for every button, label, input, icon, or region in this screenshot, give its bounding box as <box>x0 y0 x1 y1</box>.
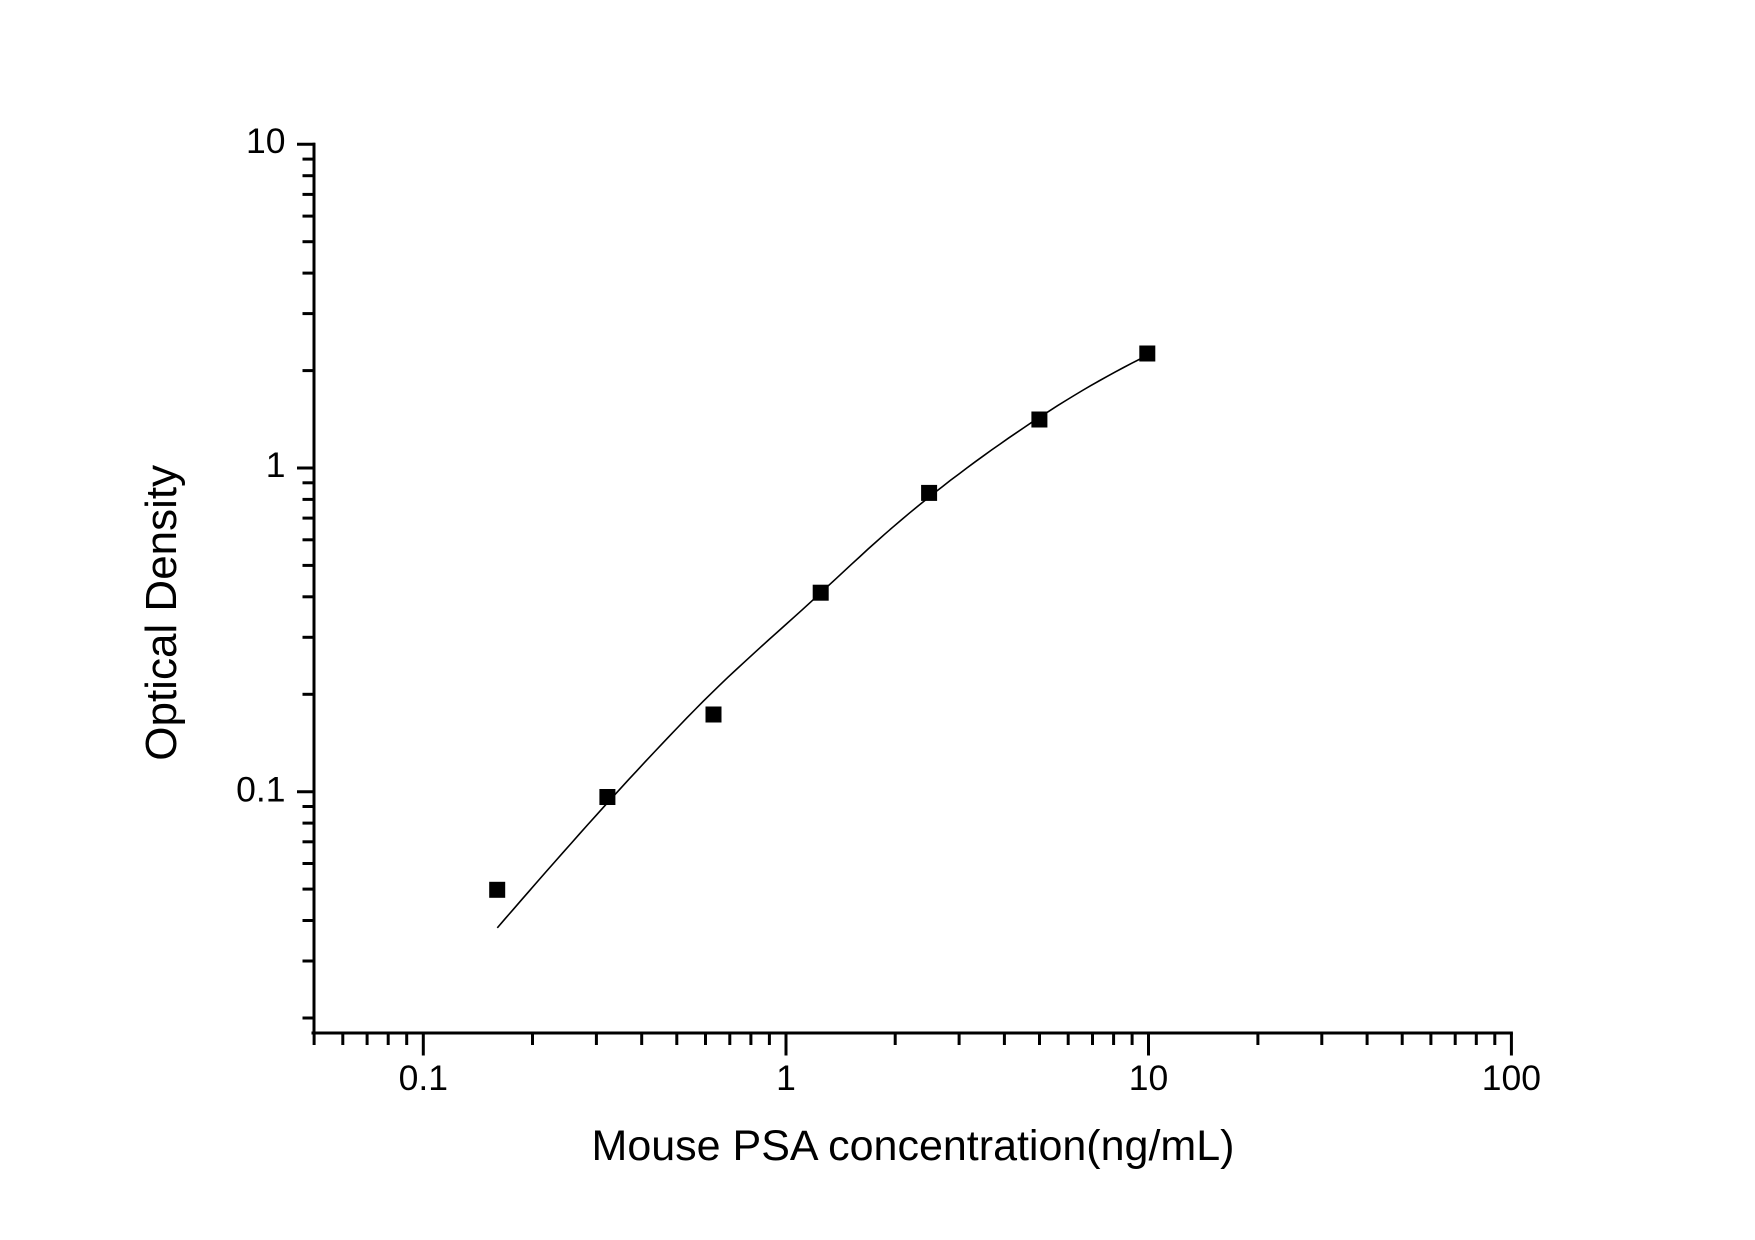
svg-text:1: 1 <box>266 445 286 485</box>
svg-text:10: 10 <box>246 121 286 161</box>
svg-text:Mouse PSA concentration(ng/mL): Mouse PSA concentration(ng/mL) <box>592 1122 1235 1170</box>
svg-text:Optical Density: Optical Density <box>137 465 186 761</box>
svg-text:0.1: 0.1 <box>236 769 285 809</box>
svg-text:10: 10 <box>1129 1058 1169 1098</box>
svg-text:1: 1 <box>776 1058 796 1098</box>
svg-text:100: 100 <box>1482 1058 1541 1098</box>
svg-text:0.1: 0.1 <box>399 1058 448 1098</box>
